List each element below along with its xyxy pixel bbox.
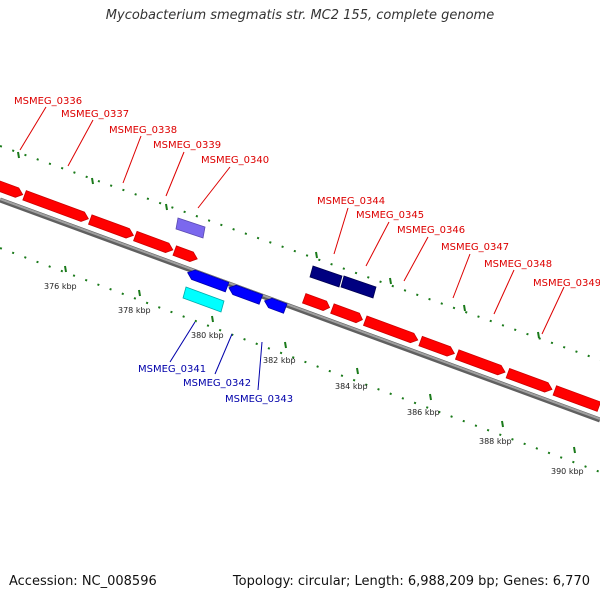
gene-box-navy-1[interactable] bbox=[309, 265, 343, 288]
gene-label-MSMEG_0336[interactable]: MSMEG_0336 bbox=[14, 96, 82, 107]
accession-label: Accession: NC_008596 bbox=[9, 574, 157, 589]
kbp-label: 376 kbp bbox=[44, 282, 77, 291]
gene-label-MSMEG_0347[interactable]: MSMEG_0347 bbox=[441, 242, 509, 253]
gene-label-MSMEG_0349[interactable]: MSMEG_0349 bbox=[533, 278, 600, 289]
forward-gene-track bbox=[0, 177, 600, 412]
gene-arrow-MSMEG_0345[interactable] bbox=[330, 303, 364, 324]
gene-arrow-MSMEG_0339[interactable] bbox=[133, 230, 175, 254]
gene-label-MSMEG_0346[interactable]: MSMEG_0346 bbox=[397, 225, 465, 236]
kbp-label: 384 kbp bbox=[335, 382, 368, 391]
kbp-label: 382 kbp bbox=[263, 356, 296, 365]
gene-label-MSMEG_0337[interactable]: MSMEG_0337 bbox=[61, 109, 129, 120]
gene-label-MSMEG_0344[interactable]: MSMEG_0344 bbox=[317, 196, 385, 207]
dark-reverse-genes bbox=[309, 265, 377, 299]
gene-arrow-MSMEG_0343[interactable] bbox=[263, 296, 288, 314]
reverse-gene-track bbox=[186, 268, 288, 314]
forward-label-leaders bbox=[19, 106, 565, 335]
gene-arrow-MSMEG_0349[interactable] bbox=[505, 367, 554, 394]
gene-label-MSMEG_0348[interactable]: MSMEG_0348 bbox=[484, 259, 552, 270]
gene-arrow-MSMEG_0346[interactable] bbox=[362, 315, 419, 345]
gene-label-MSMEG_0343[interactable]: MSMEG_0343 bbox=[225, 394, 293, 405]
gene-arrow-MSMEG_0347[interactable] bbox=[418, 335, 456, 358]
gene-box-navy-2[interactable] bbox=[340, 275, 377, 299]
gene-arrow-MSMEG_0340[interactable] bbox=[172, 245, 199, 264]
gene-arrow-MSMEG_0336[interactable] bbox=[0, 177, 24, 200]
kbp-label: 388 kbp bbox=[479, 437, 512, 446]
lower-tick-track bbox=[0, 247, 600, 473]
kbp-label: 386 kbp bbox=[407, 408, 440, 417]
gene-label-MSMEG_0345[interactable]: MSMEG_0345 bbox=[356, 210, 424, 221]
gene-arrow-MSMEG_0344[interactable] bbox=[301, 293, 331, 313]
kbp-label: 390 kbp bbox=[551, 467, 584, 476]
gene-label-MSMEG_0341[interactable]: MSMEG_0341 bbox=[138, 364, 206, 375]
kbp-label: 380 kbp bbox=[191, 331, 224, 340]
gene-label-MSMEG_0339[interactable]: MSMEG_0339 bbox=[153, 140, 221, 151]
gene-arrow-MSMEG_0342[interactable] bbox=[227, 283, 264, 305]
gene-arrow-MSMEG_0338[interactable] bbox=[88, 214, 136, 240]
gene-box-cyan[interactable] bbox=[182, 286, 225, 313]
map-title: Mycobacterium smegmatis str. MC2 155, co… bbox=[105, 8, 495, 23]
gene-arrow-next[interactable] bbox=[552, 385, 600, 412]
genome-backbone-highlight bbox=[0, 198, 600, 420]
upper-major-ticks bbox=[17, 151, 540, 339]
kbp-label: 378 kbp bbox=[118, 306, 151, 315]
gene-arrow-MSMEG_0341[interactable] bbox=[186, 268, 230, 293]
gene-box-purple[interactable] bbox=[175, 217, 206, 239]
gene-label-MSMEG_0340[interactable]: MSMEG_0340 bbox=[201, 155, 269, 166]
genome-stats: Topology: circular; Length: 6,988,209 bp… bbox=[232, 574, 590, 589]
gene-label-MSMEG_0338[interactable]: MSMEG_0338 bbox=[109, 125, 177, 136]
gene-arrow-MSMEG_0337[interactable] bbox=[22, 190, 90, 224]
lower-major-ticks bbox=[64, 265, 576, 454]
gene-label-MSMEG_0342[interactable]: MSMEG_0342 bbox=[183, 378, 251, 389]
gene-arrow-MSMEG_0348[interactable] bbox=[454, 349, 506, 377]
reverse-label-leaders bbox=[169, 321, 263, 391]
upper-tick-track bbox=[0, 145, 600, 361]
